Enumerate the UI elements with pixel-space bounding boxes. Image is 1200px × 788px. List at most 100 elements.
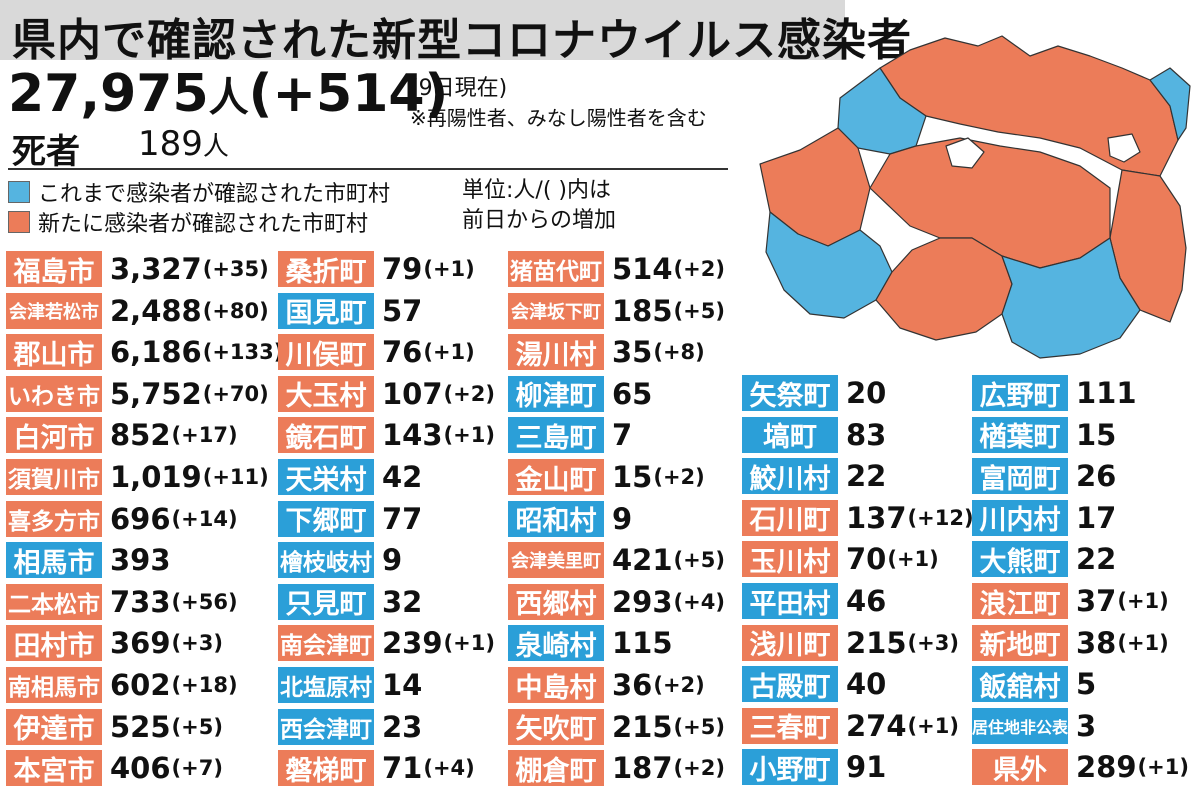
municipality-row: 白河市 852 (+17) — [6, 416, 238, 454]
case-change: (+1) — [887, 547, 939, 572]
case-count: 5 — [1076, 667, 1097, 702]
case-count: 239 — [382, 626, 443, 661]
municipality-name: 天栄村 — [278, 459, 374, 495]
case-count: 14 — [382, 668, 423, 702]
case-change: (+3) — [907, 630, 959, 655]
case-change: (+5) — [673, 548, 725, 573]
municipality-name: 南相馬市 — [6, 667, 102, 703]
case-count: 369 — [110, 626, 171, 661]
case-change: (+2) — [653, 673, 705, 697]
case-change: (+1) — [1117, 630, 1169, 655]
municipality-name: 平田村 — [742, 583, 838, 619]
municipality-row: 桑折町 79 (+1) — [278, 250, 475, 288]
case-count: 38 — [1076, 625, 1117, 660]
case-count: 37 — [1076, 584, 1117, 618]
unit-note-line1: 単位:人/( )内は — [462, 178, 611, 203]
case-count: 111 — [1076, 376, 1137, 410]
case-count: 70 — [846, 542, 887, 577]
municipality-row: 北塩原村 14 — [278, 666, 422, 704]
case-count: 9 — [382, 543, 403, 578]
municipality-name: 県外 — [972, 749, 1068, 786]
municipality-name: 会津美里町 — [508, 542, 604, 579]
municipality-row: 南会津町 239 (+1) — [278, 624, 495, 662]
municipality-name: 伊達市 — [6, 708, 102, 745]
case-count: 7 — [612, 418, 633, 453]
case-count: 23 — [382, 709, 423, 744]
case-change: (+35) — [202, 257, 269, 281]
case-change: (+70) — [202, 381, 269, 406]
case-change: (+1) — [1137, 755, 1189, 780]
municipality-name: 楢葉町 — [972, 416, 1068, 453]
municipality-name: 居住地非公表 — [972, 707, 1068, 744]
municipality-row: 郡山市 6,186 (+133) — [6, 333, 283, 371]
municipality-name: 白河市 — [6, 417, 102, 454]
municipality-name: 泉崎村 — [508, 625, 604, 662]
case-count: 65 — [612, 376, 653, 411]
case-count: 274 — [846, 708, 907, 743]
municipality-name: 中島村 — [508, 667, 604, 703]
municipality-row: 喜多方市 696 (+14) — [6, 500, 238, 538]
as-of-date: (9日現在) — [410, 76, 508, 101]
case-change: (+1) — [907, 713, 959, 738]
municipality-row: 棚倉町 187 (+2) — [508, 749, 725, 787]
municipality-name: 桑折町 — [278, 251, 374, 287]
municipality-row: 広野町 111 — [972, 374, 1137, 412]
municipality-row: 須賀川市 1,019 (+11) — [6, 458, 269, 496]
case-count: 22 — [846, 459, 887, 494]
municipality-row: 川内村 17 — [972, 499, 1116, 537]
municipality-row: 楢葉町 15 — [972, 416, 1116, 454]
municipality-name: 只見町 — [278, 583, 374, 620]
municipality-name: 三春町 — [742, 707, 838, 744]
unit-note-line2: 前日からの増加 — [462, 208, 617, 233]
case-change: (+14) — [171, 506, 238, 531]
municipality-name: 西郷村 — [508, 583, 604, 620]
death-label: 死者 — [12, 132, 80, 172]
case-change: (+80) — [202, 298, 269, 323]
municipality-name: いわき市 — [6, 375, 102, 412]
case-count: 6,186 — [110, 335, 202, 370]
case-change: (+18) — [171, 673, 238, 697]
municipality-name: 玉川村 — [742, 541, 838, 578]
case-count: 421 — [612, 543, 673, 578]
municipality-name: 下郷町 — [278, 500, 374, 537]
case-change: (+56) — [171, 589, 238, 614]
municipality-row: 浪江町 37 (+1) — [972, 582, 1169, 620]
case-count: 696 — [110, 501, 171, 536]
case-count: 46 — [846, 584, 887, 618]
case-change: (+4) — [423, 756, 475, 781]
municipality-row: 国見町 57 — [278, 292, 422, 330]
municipality-row: 石川町 137 (+12) — [742, 499, 974, 537]
municipality-row: 伊達市 525 (+5) — [6, 708, 223, 746]
municipality-row: 塙町 83 — [742, 416, 886, 454]
legend-confirmed-before: これまで感染者が確認された市町村 — [8, 176, 390, 208]
case-change: (+8) — [653, 340, 705, 365]
case-change: (+5) — [171, 714, 223, 739]
municipality-name: 浅川町 — [742, 624, 838, 661]
municipality-row: 会津坂下町 185 (+5) — [508, 292, 725, 330]
municipality-row: 玉川村 70 (+1) — [742, 540, 939, 578]
municipality-row: 矢吹町 215 (+5) — [508, 708, 725, 746]
case-count: 15 — [1076, 417, 1117, 452]
case-count: 406 — [110, 751, 171, 786]
case-count: 91 — [846, 750, 887, 785]
municipality-name: 二本松市 — [6, 583, 102, 620]
municipality-name: 川俣町 — [278, 334, 374, 371]
case-change: (+11) — [202, 465, 269, 489]
municipality-row: 泉崎村 115 — [508, 624, 673, 662]
case-change: (+2) — [673, 756, 725, 781]
municipality-row: 新地町 38 (+1) — [972, 624, 1169, 662]
municipality-row: 三島町 7 — [508, 416, 632, 454]
municipality-name: 相馬市 — [6, 542, 102, 579]
municipality-name: 矢吹町 — [508, 708, 604, 745]
municipality-name: 川内村 — [972, 499, 1068, 536]
municipality-row: 檜枝岐村 9 — [278, 541, 402, 579]
case-count: 137 — [846, 500, 907, 535]
municipality-row: 平田村 46 — [742, 582, 886, 620]
municipality-row: 中島村 36 (+2) — [508, 666, 705, 704]
case-change: (+5) — [673, 298, 725, 323]
municipality-row: 居住地非公表 3 — [972, 707, 1096, 745]
municipality-row: 田村市 369 (+3) — [6, 624, 223, 662]
municipality-name: 南会津町 — [278, 625, 374, 662]
municipality-row: 南相馬市 602 (+18) — [6, 666, 238, 704]
case-count: 40 — [846, 667, 887, 702]
